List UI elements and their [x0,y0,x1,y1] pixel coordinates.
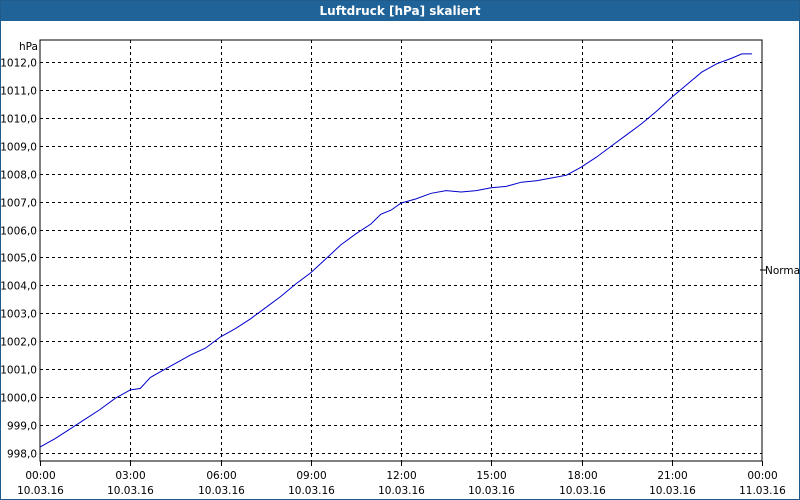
x-tick-time: 06:00 [206,470,236,482]
x-tick-date: 10.03.16 [107,485,154,497]
x-tick-labels: 00:00 10.03.16 03:00 10.03.16 06:00 10.03.16 0… [17,470,786,497]
y-tick-label: 1007,0 [0,198,37,210]
x-tick-date: 11.03.16 [739,485,786,497]
y-tick-label: 998,0 [7,449,37,461]
y-tick-label: 1003,0 [0,309,37,321]
y-tick-label: 1012,0 [0,58,37,70]
y-tick-label: 1004,0 [0,281,37,293]
x-tick-time: 12:00 [386,470,416,482]
x-tick-date: 10.03.16 [649,485,696,497]
x-tick-date: 10.03.16 [468,485,515,497]
y-tick-label: 1005,0 [0,253,37,265]
y-tick-label: 1009,0 [0,142,37,154]
x-tick-date: 10.03.16 [378,485,425,497]
x-tick-date: 10.03.16 [559,485,606,497]
y-axis-label: hPa [19,41,38,53]
y-tick-label: 1006,0 [0,226,37,238]
x-tick-time: 03:00 [115,470,145,482]
y-tick-label: 999,0 [7,421,37,433]
x-tick-date: 10.03.16 [288,485,335,497]
x-tick-time: 15:00 [476,470,506,482]
chart-title: Luftdruck [hPa] skaliert [1,1,799,21]
y-tick-label: 1000,0 [0,393,37,405]
annotation-label: Normal [765,265,800,277]
annotation-group: Normal [760,265,800,277]
y-tick-label: 1011,0 [0,86,37,98]
y-tick-label: 1001,0 [0,365,37,377]
grid-lines [40,40,763,466]
y-tick-label: 1008,0 [0,170,37,182]
x-tick-time: 00:00 [25,470,55,482]
x-tick-time: 00:00 [747,470,777,482]
x-tick-time: 18:00 [567,470,597,482]
x-tick-date: 10.03.16 [17,485,64,497]
x-tick-time: 21:00 [657,470,687,482]
x-tick-date: 10.03.16 [198,485,245,497]
x-tick-time: 09:00 [296,470,326,482]
series-line [39,53,753,448]
y-tick-label: 1010,0 [0,114,37,126]
y-tick-labels: 998,0 999,0 1000,0 1001,0 1002,0 1003,0 1004,0… [0,58,37,461]
y-tick-label: 1002,0 [0,337,37,349]
